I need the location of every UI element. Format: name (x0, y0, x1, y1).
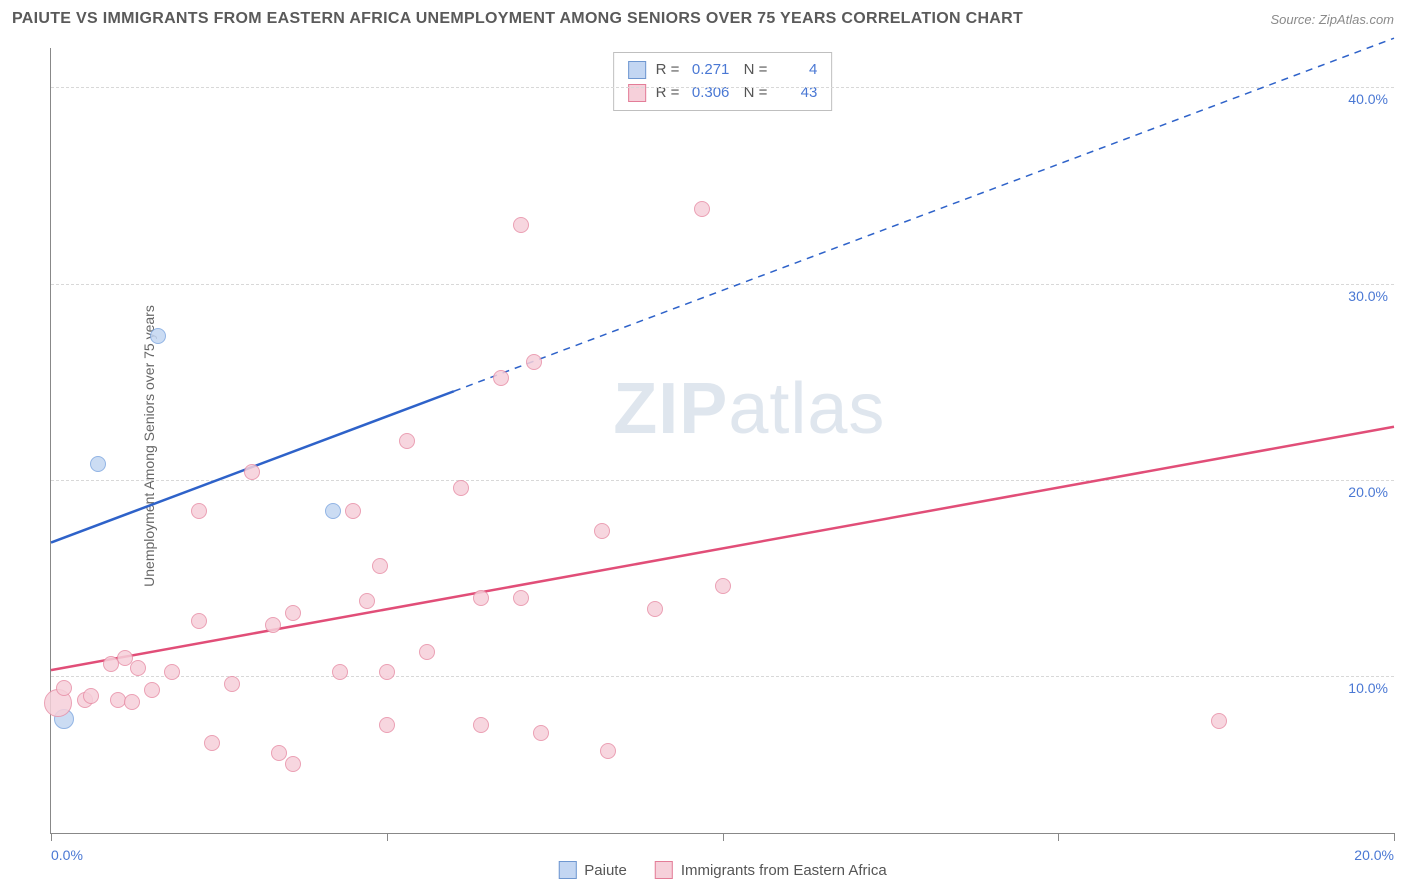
legend-row-immigrants: R = 0.306 N = 43 (628, 82, 818, 105)
n-label: N = (739, 82, 767, 105)
x-tick (51, 833, 52, 841)
series-legend: Paiute Immigrants from Eastern Africa (558, 861, 886, 879)
x-tick-label: 0.0% (51, 847, 83, 863)
y-tick-label: 40.0% (1348, 91, 1388, 107)
data-point (359, 593, 375, 609)
data-point (90, 456, 106, 472)
data-point (285, 756, 301, 772)
x-tick (1394, 833, 1395, 841)
data-point (715, 578, 731, 594)
data-point (473, 717, 489, 733)
data-point (379, 717, 395, 733)
n-value-paiute: 4 (777, 59, 817, 82)
n-label: N = (739, 59, 767, 82)
data-point (694, 201, 710, 217)
data-point (372, 558, 388, 574)
data-point (594, 523, 610, 539)
chart-header: PAIUTE VS IMMIGRANTS FROM EASTERN AFRICA… (12, 10, 1394, 28)
data-point (144, 682, 160, 698)
data-point (124, 694, 140, 710)
data-point (56, 680, 72, 696)
data-point (332, 664, 348, 680)
trend-line (51, 48, 1394, 833)
data-point (473, 590, 489, 606)
data-point (419, 644, 435, 660)
source-attribution: Source: ZipAtlas.com (1270, 12, 1394, 27)
data-point (379, 664, 395, 680)
data-point (164, 664, 180, 680)
swatch-immigrants (655, 861, 673, 879)
data-point (244, 464, 260, 480)
data-point (325, 503, 341, 519)
data-point (453, 480, 469, 496)
r-value-paiute: 0.271 (689, 59, 729, 82)
data-point (600, 743, 616, 759)
x-tick-label: 20.0% (1354, 847, 1394, 863)
legend-item-paiute: Paiute (558, 861, 627, 879)
watermark: ZIPatlas (613, 368, 885, 450)
data-point (130, 660, 146, 676)
legend-label-paiute: Paiute (584, 862, 627, 879)
swatch-paiute (628, 61, 646, 79)
data-point (513, 590, 529, 606)
data-point (526, 354, 542, 370)
trend-line (51, 48, 1394, 833)
gridline (51, 676, 1394, 677)
legend-label-immigrants: Immigrants from Eastern Africa (681, 862, 887, 879)
x-tick (723, 833, 724, 841)
r-label: R = (656, 82, 680, 105)
data-point (150, 328, 166, 344)
legend-row-paiute: R = 0.271 N = 4 (628, 59, 818, 82)
r-value-immigrants: 0.306 (689, 82, 729, 105)
legend-item-immigrants: Immigrants from Eastern Africa (655, 861, 887, 879)
data-point (493, 370, 509, 386)
data-point (533, 725, 549, 741)
swatch-paiute (558, 861, 576, 879)
data-point (285, 605, 301, 621)
gridline (51, 284, 1394, 285)
data-point (191, 503, 207, 519)
data-point (345, 503, 361, 519)
gridline (51, 480, 1394, 481)
data-point (204, 735, 220, 751)
correlation-legend: R = 0.271 N = 4 R = 0.306 N = 43 (613, 52, 833, 111)
y-tick-label: 20.0% (1348, 484, 1388, 500)
data-point (647, 601, 663, 617)
y-tick-label: 30.0% (1348, 288, 1388, 304)
scatter-plot-area: ZIPatlas R = 0.271 N = 4 R = 0.306 N = 4… (50, 48, 1394, 834)
y-tick-label: 10.0% (1348, 680, 1388, 696)
chart-title: PAIUTE VS IMMIGRANTS FROM EASTERN AFRICA… (12, 10, 1023, 28)
data-point (513, 217, 529, 233)
gridline (51, 87, 1394, 88)
data-point (399, 433, 415, 449)
r-label: R = (656, 59, 680, 82)
x-tick (387, 833, 388, 841)
data-point (83, 688, 99, 704)
data-point (265, 617, 281, 633)
data-point (1211, 713, 1227, 729)
x-tick (1058, 833, 1059, 841)
data-point (271, 745, 287, 761)
data-point (191, 613, 207, 629)
data-point (224, 676, 240, 692)
n-value-immigrants: 43 (777, 82, 817, 105)
